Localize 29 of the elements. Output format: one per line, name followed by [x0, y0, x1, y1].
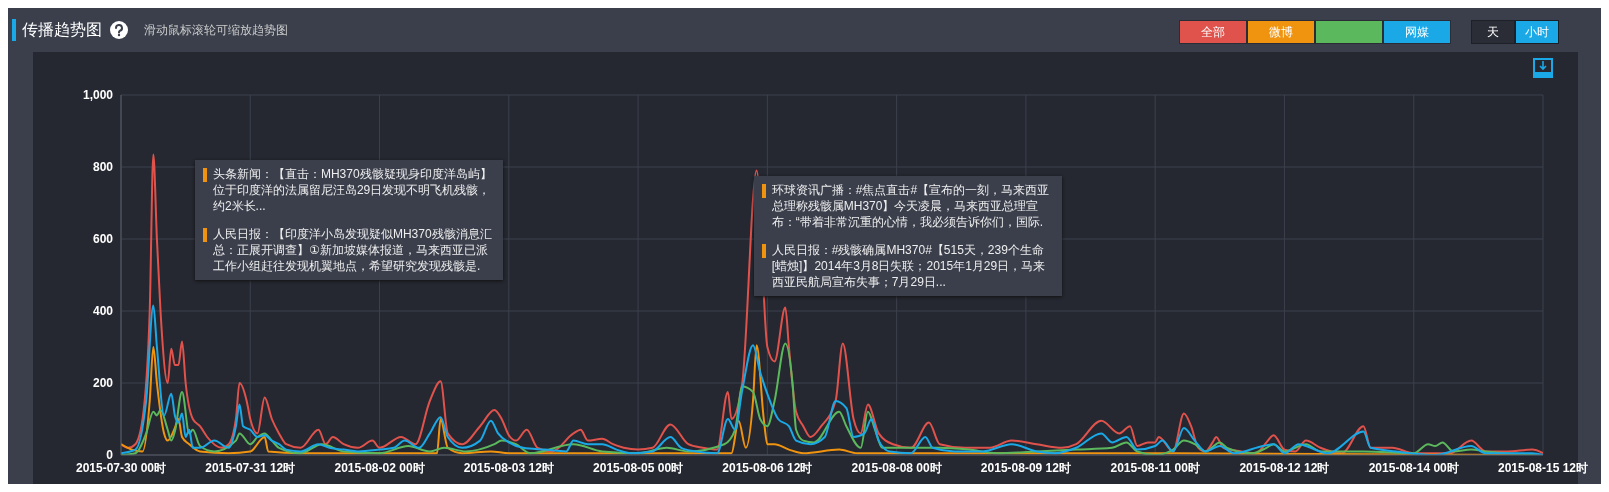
x-tick-label: 2015-08-12 12时 — [1239, 460, 1330, 475]
x-tick-label: 2015-08-02 00时 — [334, 460, 425, 475]
x-tick-label: 2015-08-14 00时 — [1368, 460, 1459, 475]
x-tick-label: 2015-07-31 12时 — [205, 460, 296, 475]
text: 微博 — [1247, 20, 1315, 44]
text: 天 — [1471, 20, 1515, 44]
x-tick-label: 2015-08-06 12时 — [722, 460, 813, 475]
x-tick-label: 2015-08-08 00时 — [851, 460, 942, 475]
y-tick-label: 800 — [92, 160, 114, 175]
x-tick-label: 2015-08-09 12时 — [980, 460, 1071, 475]
y-tick-label: 400 — [92, 304, 114, 319]
x-tick-label: 2015-07-30 00时 — [75, 460, 167, 475]
y-tick-label: 200 — [92, 376, 114, 391]
y-tick-label: 0 — [106, 448, 114, 463]
annotation: 人民日报：#残骸确属MH370#【515天，239个生命[蜡烛]】2014年3月8日失联；2015年1月29日，马来西亚民航局宣布失事；7月29日... — [771, 242, 1047, 290]
x-tick-label: 2015-08-05 00时 — [593, 460, 684, 475]
x-tick-label: 2015-08-15 12时 — [1497, 460, 1589, 475]
annotation: 人民日报：【印度洋小岛发现疑似MH370残骸消息汇总：正展开调查】①新加坡媒体报道，马来西亚已派工作小组赶往发现机翼地点，希望研究发现残骸是. — [212, 225, 493, 274]
x-tick-label: 2015-08-03 12时 — [463, 460, 554, 475]
y-tick-label: 1,000 — [82, 88, 114, 103]
y-tick-label: 600 — [92, 232, 114, 247]
annotation: 环球资讯广播：#焦点直击#【宣布的一刻，马来西亚总理称残骸属MH370】今天凌晨，马来西亚总理宣布：“带着非常沉重的心情，我必须告诉你们，国际. — [771, 182, 1051, 230]
chart-title: 传播趋势图 — [22, 19, 102, 40]
annotation: 头条新闻：【直击：MH370残骸疑现身印度洋岛屿】位于印度洋的法属留尼汪岛29日发现不明飞机残骸，约2米长... — [212, 165, 493, 214]
text: 全部 — [1179, 20, 1247, 44]
text: 网媒 — [1383, 20, 1451, 44]
chart-subtitle: 滑动鼠标滚轮可缩放趋势图 — [144, 21, 288, 39]
x-tick-label: 2015-08-11 00时 — [1110, 460, 1200, 475]
text: 小时 — [1515, 20, 1559, 44]
